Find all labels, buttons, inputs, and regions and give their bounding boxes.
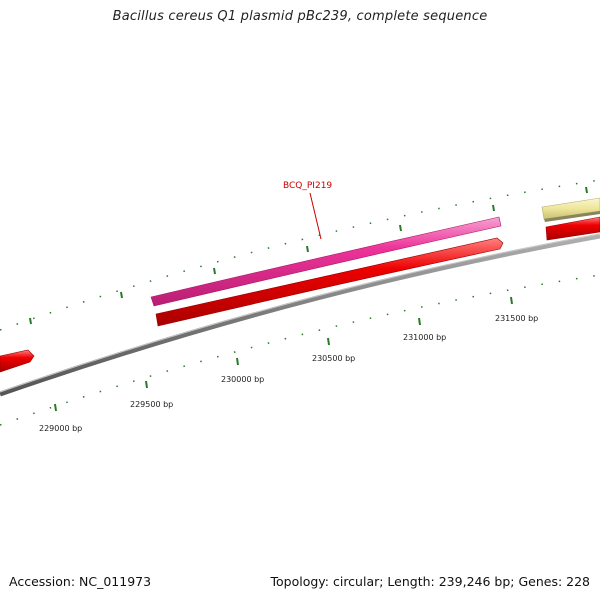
scale-label-231500: 231500 bp xyxy=(495,314,538,323)
gene-label-group: BCQ_PI219 xyxy=(283,181,332,240)
scale-label-229500: 229500 bp xyxy=(130,400,173,409)
scale-label-231000: 231000 bp xyxy=(403,333,446,342)
accession-text: Accession: NC_011973 xyxy=(9,574,152,589)
topology-summary: Topology: circular; Length: 239,246 bp; … xyxy=(270,574,591,589)
feature-yellow[interactable] xyxy=(541,197,600,222)
scale-label-229000: 229000 bp xyxy=(39,424,82,433)
scale-label-230500: 230500 bp xyxy=(312,354,355,363)
gene-label: BCQ_PI219 xyxy=(283,181,332,191)
gene-reverse-strand-1[interactable] xyxy=(155,237,504,327)
plasmid-backbone xyxy=(0,233,600,397)
map-title: Bacillus cereus Q1 plasmid pBc239, compl… xyxy=(112,9,488,24)
gene-reverse-strand-3[interactable] xyxy=(0,349,35,373)
inner-tick-ring xyxy=(0,274,600,426)
scale-labels: 229000 bp 229500 bp 230000 bp 230500 bp … xyxy=(39,314,538,433)
outer-tick-ring xyxy=(0,179,600,331)
gene-bcq-pi219[interactable] xyxy=(150,216,502,307)
gene-reverse-strand-2[interactable] xyxy=(545,216,600,241)
scale-label-230000: 230000 bp xyxy=(221,375,264,384)
